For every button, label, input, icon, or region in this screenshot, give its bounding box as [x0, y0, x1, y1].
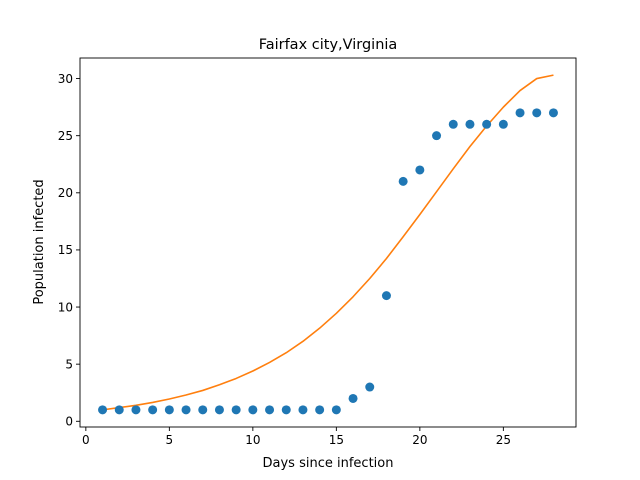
fit-line: [102, 74, 554, 411]
data-point: [515, 108, 525, 118]
data-point: [214, 405, 224, 415]
plot-area: [98, 74, 558, 415]
data-point: [398, 176, 408, 186]
data-point: [432, 131, 442, 141]
data-point: [114, 405, 124, 415]
data-point: [164, 405, 174, 415]
y-tick-label: 5: [65, 357, 73, 371]
data-point: [248, 405, 258, 415]
y-tick-label: 0: [65, 415, 73, 429]
data-point: [231, 405, 241, 415]
data-point: [131, 405, 141, 415]
data-point: [448, 119, 458, 129]
data-point: [381, 291, 391, 301]
data-point: [281, 405, 291, 415]
x-axis-label: Days since infection: [263, 456, 394, 471]
y-tick-label: 25: [58, 129, 73, 143]
data-point: [98, 405, 108, 415]
data-point: [548, 108, 558, 118]
y-axis-label: Population infected: [32, 179, 47, 304]
data-point: [298, 405, 308, 415]
data-point: [498, 119, 508, 129]
data-point: [148, 405, 158, 415]
x-tick-label: 0: [82, 433, 90, 447]
data-point: [181, 405, 191, 415]
x-tick-label: 25: [496, 433, 511, 447]
x-tick-label: 10: [245, 433, 260, 447]
data-point: [532, 108, 542, 118]
data-point: [415, 165, 425, 175]
data-point: [331, 405, 341, 415]
axes: 0 5 10 15 20 25 0 5 10 15 20 25 30: [58, 57, 577, 447]
x-tick-label: 15: [329, 433, 344, 447]
data-point: [365, 382, 375, 392]
chart-title: Fairfax city,Virginia: [259, 37, 398, 53]
y-tick-label: 10: [58, 300, 73, 314]
axes-frame: [79, 57, 577, 428]
x-tick-label: 20: [412, 433, 427, 447]
data-point: [465, 119, 475, 129]
data-point: [315, 405, 325, 415]
data-point: [348, 393, 358, 403]
data-point: [198, 405, 208, 415]
data-point: [265, 405, 275, 415]
y-tick-label: 15: [58, 243, 73, 257]
x-tick-label: 5: [166, 433, 174, 447]
y-tick-label: 30: [58, 72, 73, 86]
data-point: [482, 119, 492, 129]
y-tick-label: 20: [58, 186, 73, 200]
